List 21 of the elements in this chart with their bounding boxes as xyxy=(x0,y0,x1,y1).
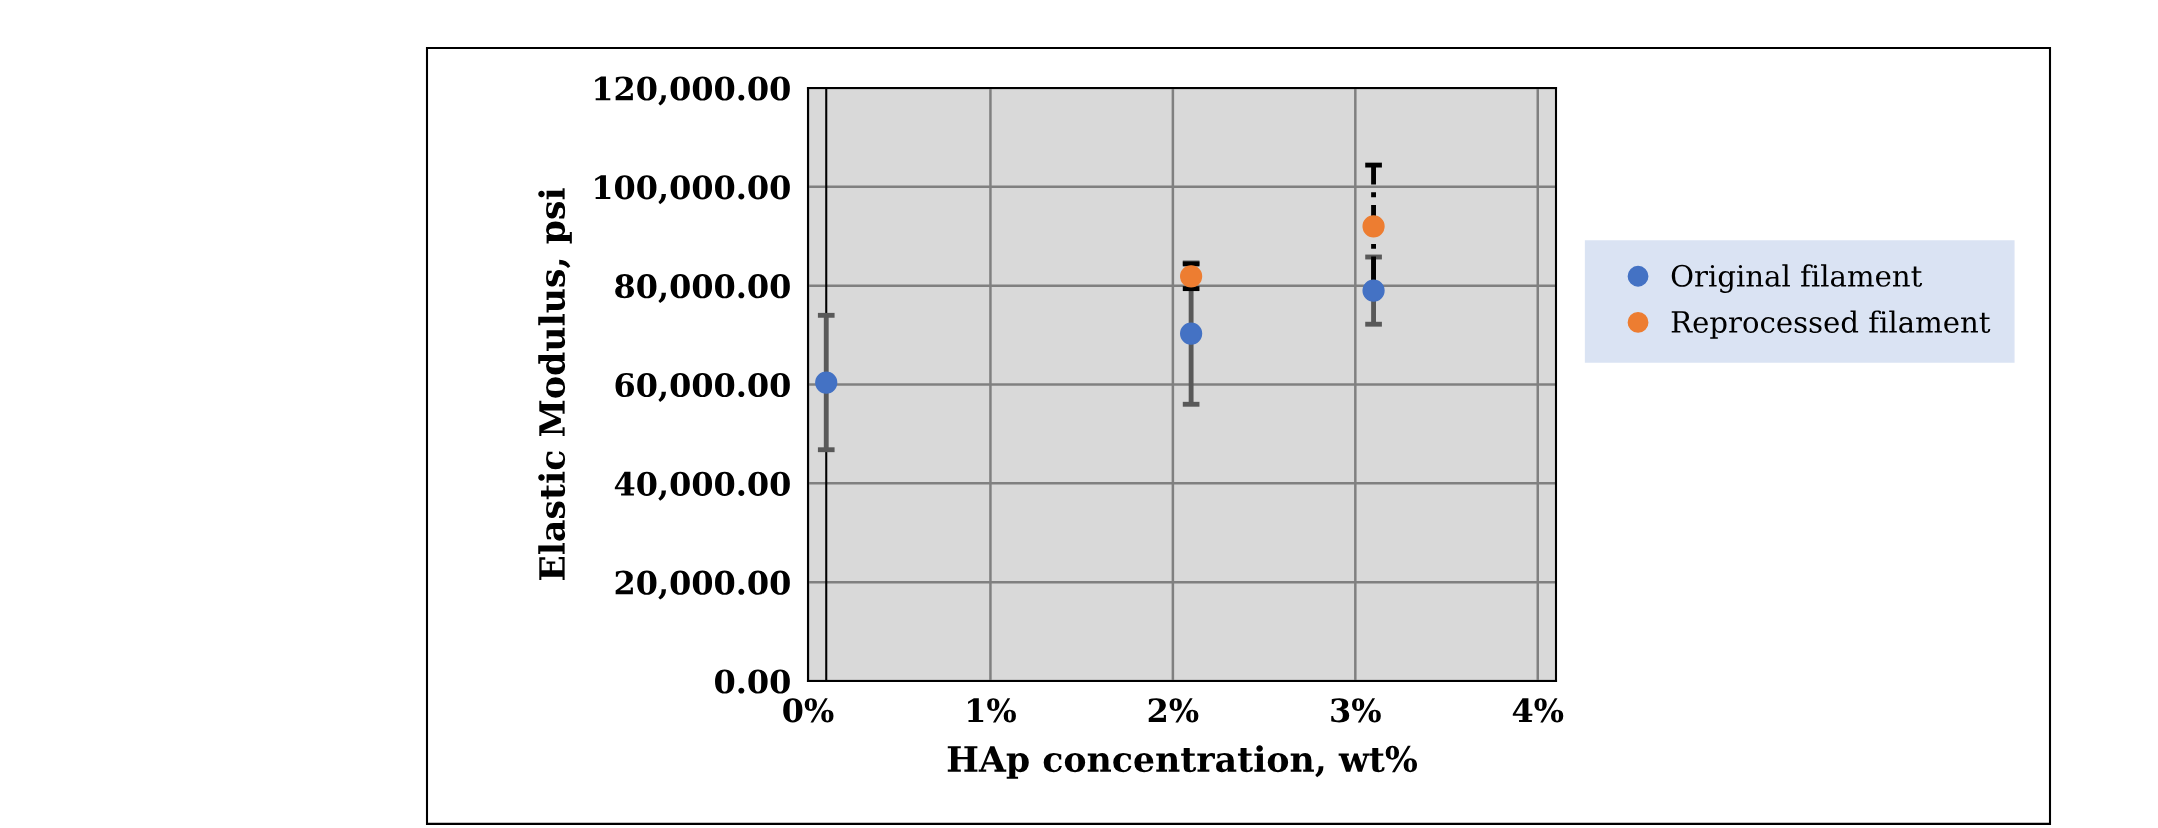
legend-label: Original filament xyxy=(1671,264,1923,293)
point xyxy=(1362,215,1385,238)
x-tick-label: 4% xyxy=(1512,698,1564,723)
y-tick-label: 40,000.00 xyxy=(614,471,790,501)
y-tick-label: 20,000.00 xyxy=(615,570,790,600)
y-axis-title: Elastic Modulus, psi xyxy=(538,188,572,581)
legend-label: Reprocessed filament xyxy=(1671,310,1991,339)
y-tick-label: 120,000.00 xyxy=(595,76,790,106)
x-axis-title: HAp concentration, wt% xyxy=(947,745,1417,779)
y-tick-label: 100,000.00 xyxy=(595,175,790,205)
y-tick-label: 60,000.00 xyxy=(615,372,790,402)
point xyxy=(1180,322,1203,345)
x-tick-label: 0% xyxy=(783,698,834,723)
y-tick-label: 0.00 xyxy=(715,669,790,694)
point xyxy=(1180,265,1203,288)
x-tick-label: 3% xyxy=(1331,698,1381,723)
x-tick-label: 1% xyxy=(968,698,1016,723)
x-tick-label: 2% xyxy=(1148,698,1199,723)
point xyxy=(815,371,838,394)
point xyxy=(1362,279,1385,302)
y-tick-label: 80,000.00 xyxy=(615,274,790,304)
